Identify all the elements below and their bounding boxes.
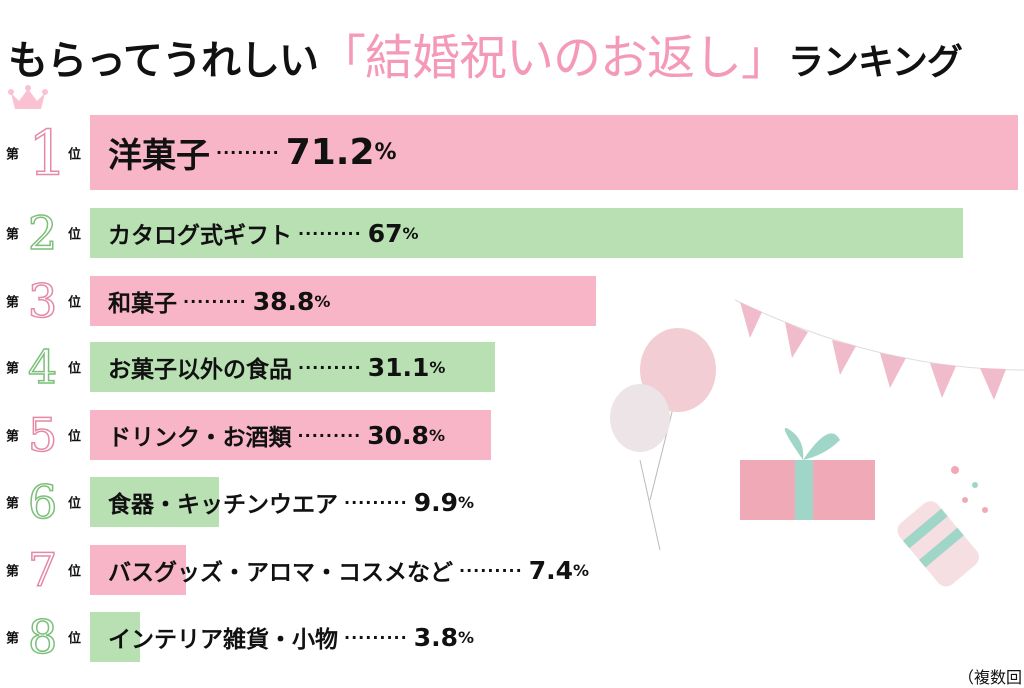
- value-label: 3.8: [413, 622, 458, 652]
- bar-3: [90, 276, 596, 326]
- category-label: ドリンク・お酒類: [108, 425, 292, 451]
- bar-label: 和菓子 ········· 38.8%: [108, 276, 330, 326]
- rank-prefix: 第: [6, 227, 20, 243]
- bar-2: [90, 208, 964, 258]
- unit-label: %: [374, 140, 397, 165]
- value-label: 9.9: [413, 487, 458, 517]
- leader-dots: ·········: [344, 492, 408, 512]
- value-label: 31.1: [367, 352, 430, 382]
- category-label: バスグッズ・アロマ・コスメなど: [108, 560, 453, 586]
- rank-number: 2: [27, 205, 58, 261]
- party-decoration-icon: [610, 299, 1024, 587]
- leader-dots: ·········: [216, 143, 280, 162]
- rank-suffix: 位: [68, 631, 82, 647]
- rank-number: 6: [27, 474, 58, 530]
- leader-dots: ·········: [459, 560, 523, 580]
- leader-dots: ·········: [297, 425, 362, 445]
- unit-label: %: [314, 291, 331, 311]
- bar-4: [90, 342, 496, 392]
- bar-label: 洋菓子 ········· 71.2%: [108, 115, 397, 190]
- rank-number: 4: [27, 339, 58, 395]
- value-label: 30.8: [367, 420, 429, 450]
- value-label: 67: [367, 218, 403, 248]
- rank-prefix: 第: [6, 295, 20, 311]
- rank-number: 5: [27, 407, 58, 463]
- leader-dots: ·········: [183, 291, 247, 311]
- leader-dots: ·········: [298, 223, 362, 243]
- footnote: （複数回: [958, 668, 1023, 687]
- value-label: 71.2: [285, 132, 375, 173]
- rank-prefix: 第: [6, 496, 20, 512]
- unit-label: %: [458, 627, 475, 647]
- unit-label: %: [429, 357, 446, 377]
- rank-suffix: 位: [68, 227, 82, 243]
- bar-label: インテリア雑貨・小物 ········· 3.8%: [108, 612, 474, 662]
- category-label: お菓子以外の食品: [108, 357, 292, 383]
- rank-suffix: 位: [68, 361, 82, 377]
- rank-suffix: 位: [68, 147, 82, 162]
- rank-prefix: 第: [6, 429, 20, 445]
- rank-prefix: 第: [6, 361, 20, 377]
- category-label: 食器・キッチンウエア: [108, 492, 338, 518]
- rank-prefix: 第: [6, 564, 20, 580]
- value-label: 7.4: [528, 555, 573, 585]
- category-label: インテリア雑貨・小物: [108, 627, 338, 653]
- unit-label: %: [428, 425, 445, 445]
- category-label: 洋菓子: [108, 136, 210, 176]
- rank-number: 7: [27, 542, 58, 598]
- bar-label: 食器・キッチンウエア ········· 9.9%: [108, 477, 474, 527]
- rank-suffix: 位: [68, 295, 82, 311]
- rank-number: 3: [27, 273, 58, 329]
- bar-5: [90, 410, 492, 460]
- leader-dots: ·········: [344, 627, 408, 647]
- bar-8: [90, 612, 140, 662]
- rank-number: 8: [27, 609, 58, 665]
- bar-6: [90, 477, 220, 527]
- bar-label: お菓子以外の食品 ········· 31.1%: [108, 342, 445, 392]
- title-post: ランキング: [788, 42, 963, 83]
- rank-suffix: 位: [68, 496, 82, 512]
- bar-1: [90, 115, 1018, 190]
- bar-label: ドリンク・お酒類 ········· 30.8%: [108, 410, 445, 460]
- title-highlight: 「結婚祝いのお返し」: [318, 30, 789, 86]
- rank-prefix: 第: [6, 631, 20, 647]
- category-label: 和菓子: [108, 291, 177, 317]
- value-label: 38.8: [252, 286, 315, 316]
- chart-title: もらってうれしい「結婚祝いのお返し」ランキング: [8, 18, 963, 88]
- title-pre: もらってうれしい: [8, 38, 319, 84]
- rank-suffix: 位: [68, 564, 82, 580]
- crown-icon: [8, 85, 48, 109]
- unit-label: %: [402, 223, 419, 243]
- unit-label: %: [458, 492, 475, 512]
- unit-label: %: [573, 560, 590, 580]
- leader-dots: ·········: [298, 357, 362, 377]
- bar-label: バスグッズ・アロマ・コスメなど ········· 7.4%: [108, 545, 589, 595]
- category-label: カタログ式ギフト: [108, 223, 292, 249]
- bar-label: カタログ式ギフト ········· 67%: [108, 208, 419, 258]
- rank-suffix: 位: [68, 429, 82, 445]
- rank-number: 1: [27, 115, 68, 190]
- bar-7: [90, 545, 187, 595]
- rank-prefix: 第: [6, 147, 20, 162]
